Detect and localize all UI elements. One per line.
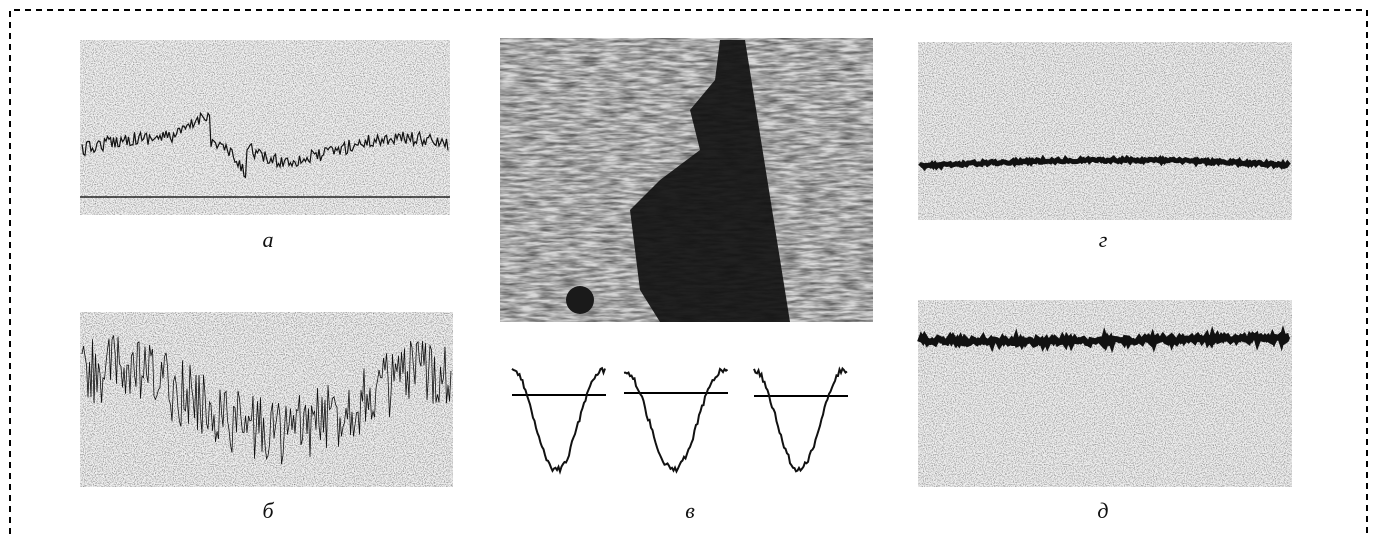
panel-label: а	[263, 227, 274, 252]
panel-label: г	[1099, 227, 1108, 252]
waveform	[512, 368, 605, 471]
panel-c	[500, 38, 873, 396]
panel-texture	[80, 312, 453, 487]
panel-a	[80, 40, 450, 215]
panel-texture	[918, 42, 1292, 220]
photo-spot	[566, 286, 594, 314]
panel-e	[918, 300, 1292, 487]
panel-texture	[80, 40, 450, 215]
panel-label: б	[262, 498, 274, 523]
figure: а б в г д	[0, 0, 1377, 534]
panel-d	[918, 42, 1292, 220]
waveform	[754, 369, 847, 472]
panel-b	[80, 312, 453, 487]
page: а б в г д (() => { const data = JSON.par…	[0, 0, 1377, 534]
panel-label: д	[1097, 498, 1108, 523]
panel-texture	[918, 300, 1292, 487]
waveform	[624, 369, 728, 471]
panel-label: в	[685, 498, 695, 523]
